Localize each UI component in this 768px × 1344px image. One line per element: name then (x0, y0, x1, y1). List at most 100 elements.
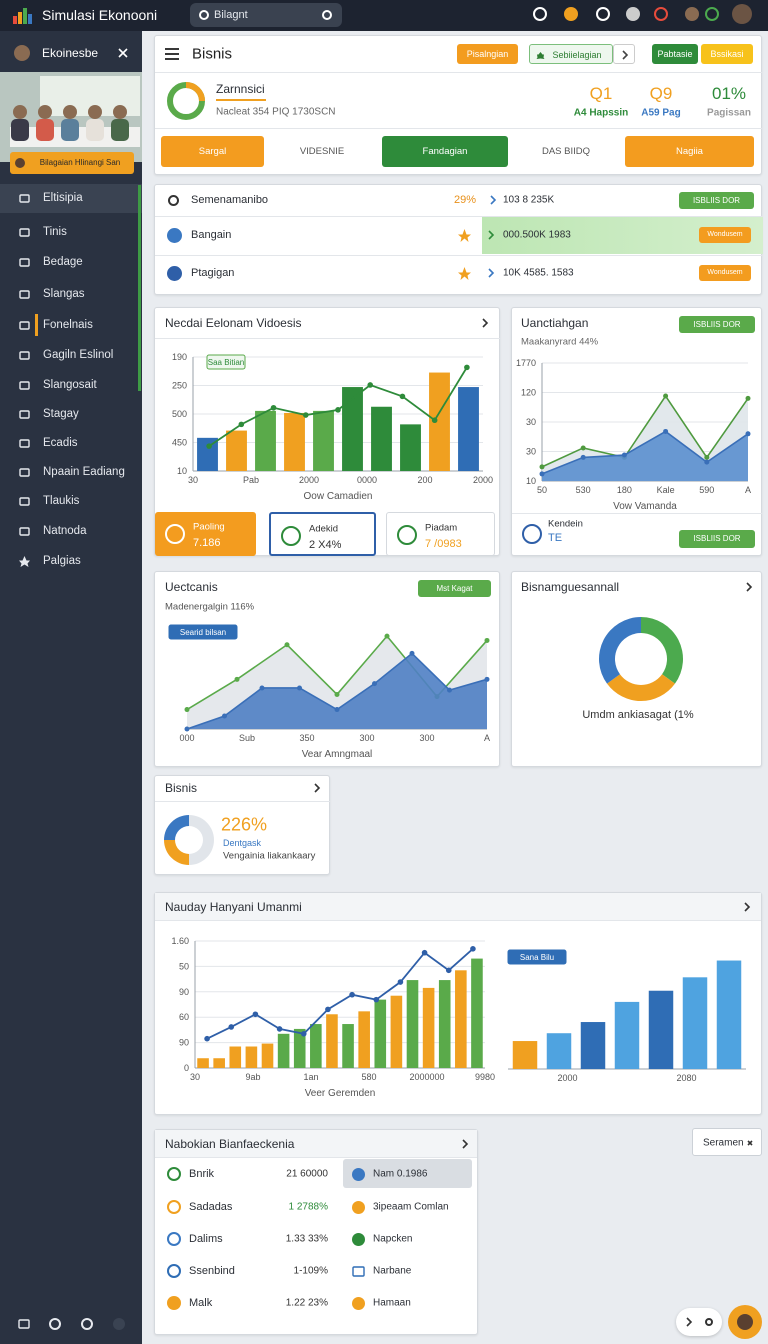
card-value: 7.186 (193, 537, 221, 549)
donut-segment (599, 617, 641, 684)
bar (371, 406, 392, 471)
x-tick-label: 180 (617, 485, 632, 495)
menu-item[interactable]: Slangas (43, 288, 85, 300)
line-point (206, 443, 212, 449)
search-box[interactable]: Bilagnt (190, 3, 342, 27)
icon-shape (199, 10, 209, 20)
menu-item[interactable]: Npaain Eadiang (43, 466, 125, 478)
panel-action[interactable]: ISBLIIS DOR (679, 530, 755, 548)
icon (490, 195, 497, 205)
stat-label: A59 Pag (641, 107, 681, 119)
mini-caption: Vengainia liakankaary (223, 850, 316, 862)
area-point (580, 445, 586, 451)
x-axis-title: Vear Amngmaal (302, 749, 373, 760)
icon-shape (118, 48, 128, 58)
icon (351, 1265, 365, 1277)
icon-shape (281, 526, 301, 546)
legend-label: Saa Bitian (208, 358, 244, 367)
stat-value: 01% (711, 84, 747, 103)
menu-item[interactable]: Slangosait (43, 379, 97, 391)
menu-item[interactable]: Palgias (43, 555, 81, 567)
menu-item[interactable]: Tlaukis (43, 495, 80, 507)
row-note: Hamaan (373, 1297, 411, 1309)
menu-item[interactable]: Stagay (43, 408, 79, 420)
bar (255, 410, 276, 471)
bar (261, 1043, 274, 1068)
y-tick-label: 60 (179, 1012, 189, 1022)
bar (716, 960, 742, 1069)
header-button[interactable]: Bssikasi (701, 44, 753, 64)
line-point (373, 996, 380, 1003)
row-action[interactable]: Wondusem (699, 265, 751, 281)
area-point (580, 454, 586, 460)
area-point (621, 452, 627, 458)
icon-shape (351, 1296, 365, 1310)
icon-shape (536, 51, 544, 59)
tab[interactable]: VIDESNIE (299, 146, 345, 157)
menu-item[interactable]: Ecadis (43, 437, 78, 449)
donut-panel: Bisnamguesannall Umdm ankiasagat (1% (511, 571, 762, 767)
row-action[interactable]: Wondusem (699, 227, 751, 243)
row-value: 1.22 23% (285, 1297, 328, 1309)
dropdown[interactable] (613, 44, 635, 64)
icon-shape (457, 228, 471, 242)
stat-card[interactable]: Paoling 7.186 (155, 512, 256, 556)
icon-shape (167, 1296, 181, 1310)
menu-item[interactable]: Natnoda (43, 525, 87, 537)
image-person (38, 105, 52, 119)
image-person (63, 105, 77, 119)
bar (313, 410, 334, 471)
divider (155, 338, 501, 339)
floating-controls[interactable] (676, 1308, 722, 1336)
icon-shape (732, 4, 752, 24)
panel-action[interactable]: ISBLIIS DOR (679, 316, 755, 333)
promo-button[interactable]: Bilagaian Hlinangi San (10, 152, 134, 174)
icon-shape (18, 1319, 30, 1329)
fab-button[interactable] (728, 1305, 762, 1339)
icon (351, 1296, 365, 1310)
profile-icon (167, 82, 205, 120)
row-amount: 000.500K 1983 (503, 229, 571, 241)
filter-button[interactable]: Seramen (692, 1128, 762, 1156)
stat-value: Q9 (649, 84, 673, 103)
menu-item[interactable]: Bedage (43, 256, 83, 268)
divider (155, 801, 331, 802)
menu-item[interactable]: Gagiln Eslinol (43, 349, 114, 361)
icon-shape (488, 230, 495, 240)
row-action[interactable]: ISBLIIS DOR (679, 192, 754, 209)
sidebar-title: Ekoinesbe (42, 46, 99, 60)
menu-item[interactable]: Tinis (43, 226, 67, 238)
stat-card[interactable]: Piadam 7 /0983 (386, 512, 495, 556)
icon (351, 1232, 365, 1246)
stat-card[interactable]: Adekid 2 X4% (269, 512, 376, 556)
header-button[interactable]: Pabtasie (652, 44, 698, 64)
menu-item[interactable]: Eltisipia (43, 192, 83, 204)
tab[interactable]: Sargal (161, 136, 264, 167)
x-tick-label: 0000 (357, 475, 377, 485)
header-button[interactable]: Sebiielagian (529, 44, 613, 64)
menu-item[interactable]: Fonelnais (43, 319, 93, 331)
card-label: Paoling (193, 521, 225, 533)
area-point (704, 454, 710, 460)
icon (536, 51, 544, 59)
bar (374, 999, 387, 1068)
icon-shape (113, 1318, 125, 1330)
area-line (541, 430, 749, 475)
icon-shape (746, 582, 753, 592)
header-button[interactable]: Pisalngian (457, 44, 518, 64)
menu-icon (165, 48, 179, 60)
panel-title: Bisnis (165, 781, 198, 795)
bar (400, 424, 421, 471)
panel-subtitle: Maakanyrard 44% (521, 336, 599, 348)
tab[interactable]: Nagiia (625, 136, 754, 167)
area-point (704, 459, 710, 465)
tab[interactable]: DAS BIIDQ (541, 146, 591, 157)
icon-shape (18, 526, 30, 536)
tab[interactable]: Fandagian (382, 136, 508, 167)
icon-shape (397, 525, 417, 545)
panel-action[interactable]: Mst Kagat (418, 580, 491, 597)
icon (533, 7, 547, 21)
bar (422, 987, 435, 1068)
x-tick-label: 2000 (299, 475, 319, 485)
row-name: Ssenbind (189, 1265, 235, 1277)
